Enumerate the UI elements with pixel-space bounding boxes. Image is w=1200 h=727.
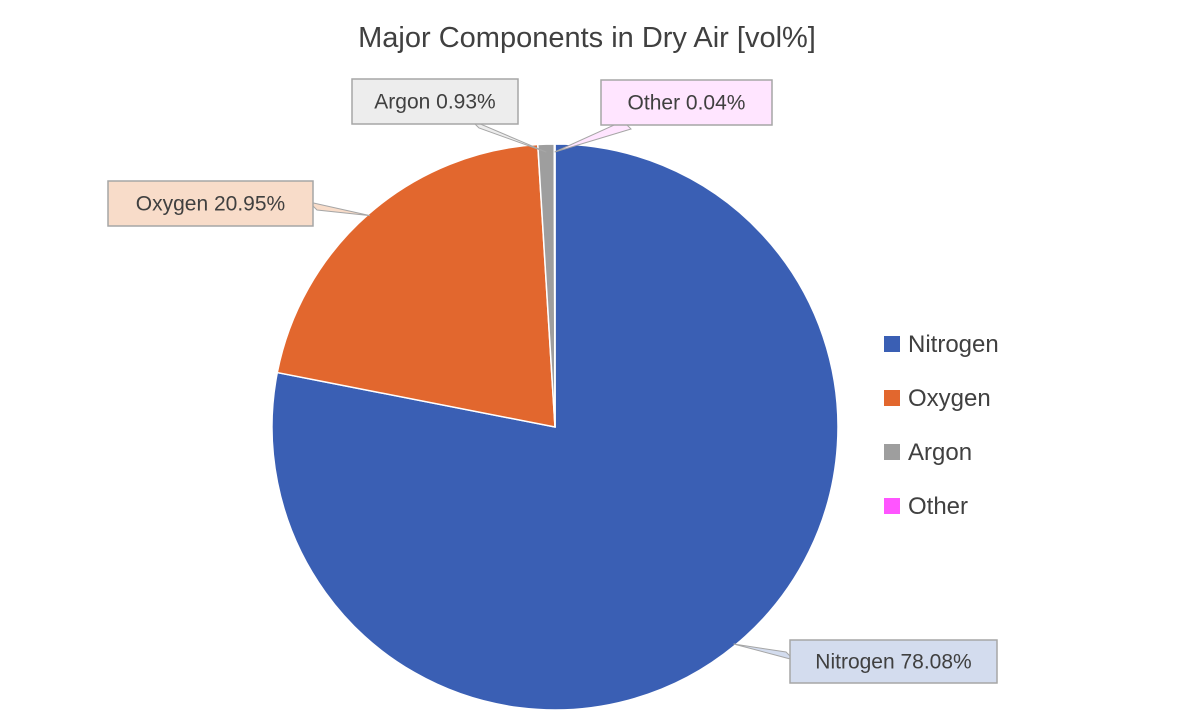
callout-text: Nitrogen 78.08%: [815, 651, 971, 674]
data-label-nitrogen: Nitrogen 78.08%: [733, 639, 998, 684]
callout-text: Oxygen 20.95%: [136, 193, 285, 216]
callout-box: [600, 79, 773, 126]
data-label-argon: Argon 0.93%: [351, 78, 547, 153]
callout-box: [107, 180, 314, 227]
legend-item-other: Other: [884, 493, 968, 520]
legend-item-oxygen: Oxygen: [884, 385, 991, 412]
callout-leader: [733, 643, 796, 661]
callout-text: Argon 0.93%: [374, 91, 495, 114]
data-label-oxygen: Oxygen 20.95%: [107, 180, 371, 227]
data-label-callouts: Nitrogen 78.08% Oxygen 20.95% Argon 0.93% O…: [107, 78, 998, 684]
legend-item-nitrogen: Nitrogen: [884, 331, 999, 358]
chart-title: Major Components in Dry Air [vol%]: [358, 22, 816, 54]
legend-item-argon: Argon: [884, 439, 972, 466]
legend-swatch: [884, 336, 900, 352]
legend-swatch: [884, 498, 900, 514]
data-label-other: Other 0.04%: [554, 79, 773, 153]
legend-label: Argon: [908, 439, 972, 466]
pie-slices: [271, 143, 839, 711]
pie-slice-oxygen: [276, 143, 556, 428]
chart-legend: Nitrogen Oxygen Argon Other: [884, 331, 999, 520]
legend-label: Other: [908, 493, 968, 520]
legend-label: Oxygen: [908, 385, 991, 412]
callout-text: Other 0.04%: [628, 92, 746, 115]
legend-label: Nitrogen: [908, 331, 999, 358]
callout-box: [351, 78, 519, 125]
pie-slice-other: [553, 143, 556, 428]
callout-leader: [307, 201, 371, 217]
legend-swatch: [884, 390, 900, 406]
callout-box: [789, 639, 998, 684]
legend-swatch: [884, 444, 900, 460]
